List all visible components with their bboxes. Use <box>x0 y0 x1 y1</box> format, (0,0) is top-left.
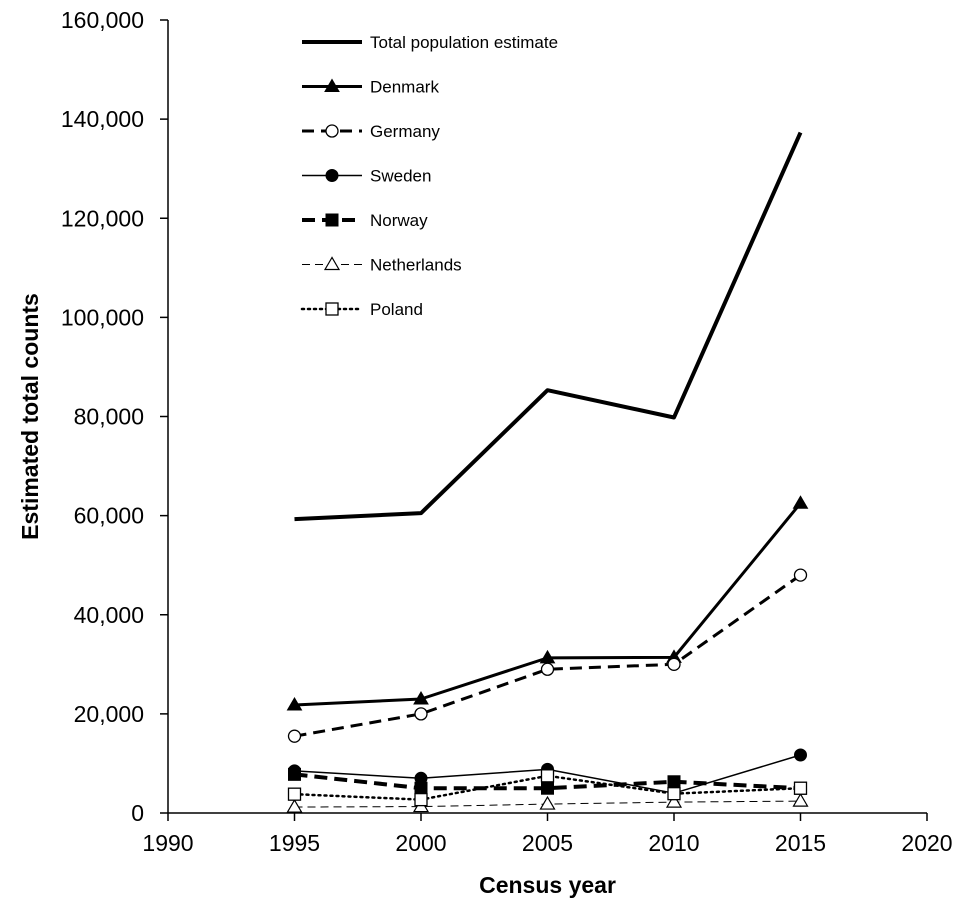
legend-entry: Norway <box>302 211 428 230</box>
legend-marker <box>325 169 339 182</box>
legend-label: Total population estimate <box>370 33 558 52</box>
series-line <box>294 772 801 791</box>
y-tick-label: 120,000 <box>61 205 144 231</box>
y-tick-label: 0 <box>131 800 144 826</box>
data-point <box>286 798 303 813</box>
data-point <box>287 729 302 743</box>
legend-marker <box>325 124 339 138</box>
legend-marker <box>323 256 341 271</box>
x-tick-label: 2000 <box>395 830 446 856</box>
x-axis-title: Census year <box>479 872 616 898</box>
legend-entry: Denmark <box>302 78 439 97</box>
legend-label: Netherlands <box>370 256 462 275</box>
y-tick-label: 40,000 <box>74 602 144 628</box>
series-1 <box>286 495 809 711</box>
data-point <box>286 696 303 711</box>
legend-label: Germany <box>370 122 440 141</box>
data-point <box>667 657 681 671</box>
y-tick-label: 20,000 <box>74 701 144 727</box>
legend-entry: Netherlands <box>302 256 462 275</box>
data-point <box>414 792 428 807</box>
data-point <box>792 495 809 509</box>
x-tick-label: 2005 <box>522 830 573 856</box>
x-tick-label: 1995 <box>269 830 320 856</box>
data-point <box>792 792 809 807</box>
series-line <box>294 131 803 522</box>
series-6 <box>287 769 808 807</box>
legend-marker <box>325 302 339 316</box>
data-point <box>414 707 428 721</box>
data-point <box>667 787 681 801</box>
y-tick-label: 100,000 <box>61 304 144 330</box>
data-point <box>667 775 681 789</box>
y-tick-label: 160,000 <box>61 7 144 33</box>
legend-marker <box>324 78 340 92</box>
data-point <box>541 781 554 795</box>
series-2 <box>287 568 808 743</box>
series-5 <box>286 792 809 813</box>
legend-entry: Germany <box>302 122 440 141</box>
data-point <box>793 781 808 795</box>
data-point <box>540 769 555 783</box>
y-axis-ticks: 0 20,000 40,000 60,000 80,000 100,000 120,000 1… <box>61 7 168 826</box>
legend-label: Norway <box>370 211 428 230</box>
y-tick-label: 60,000 <box>74 503 144 529</box>
x-tick-label: 1990 <box>142 830 193 856</box>
y-axis-title: Estimated total counts <box>17 293 43 540</box>
data-point <box>794 748 807 762</box>
series-layer <box>286 131 809 813</box>
series-line <box>293 774 802 801</box>
x-tick-label: 2015 <box>775 830 826 856</box>
legend-entry: Sweden <box>302 167 431 186</box>
legend-entry: Total population estimate <box>302 33 558 52</box>
legend-label: Poland <box>370 300 423 319</box>
data-point <box>414 781 428 795</box>
series-0 <box>294 131 803 522</box>
series-line <box>294 573 802 738</box>
data-point <box>287 787 302 801</box>
x-tick-label: 2020 <box>901 830 952 856</box>
data-point <box>288 767 301 781</box>
x-axis-ticks: 1990 1995 2000 2005 2010 2015 2020 <box>142 813 953 856</box>
x-tick-label: 2010 <box>648 830 699 856</box>
legend: Total population estimate Denmark Germany S… <box>300 33 558 319</box>
data-point <box>413 691 429 705</box>
legend-label: Denmark <box>370 78 439 97</box>
data-point <box>665 793 683 808</box>
data-point <box>539 795 556 810</box>
legend-entry: Poland <box>300 300 423 319</box>
data-point <box>793 568 808 582</box>
legend-marker <box>325 213 339 227</box>
y-tick-label: 80,000 <box>74 404 144 430</box>
legend-label: Sweden <box>370 167 431 186</box>
data-point <box>540 662 555 676</box>
y-tick-label: 140,000 <box>61 106 144 132</box>
axes <box>167 20 927 814</box>
